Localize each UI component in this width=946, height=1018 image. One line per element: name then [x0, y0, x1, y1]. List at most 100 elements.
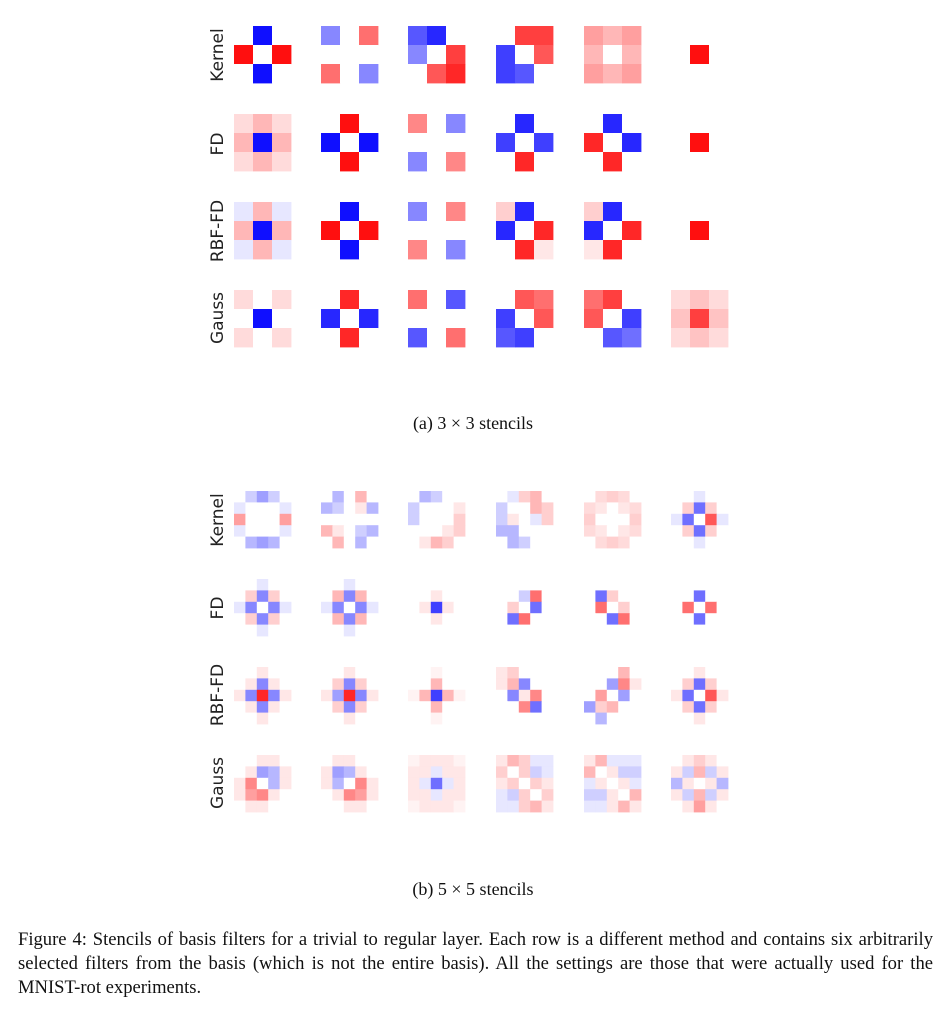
stencil-cell: [682, 601, 695, 614]
stencil-cell: [530, 491, 542, 503]
stencil-cell: [618, 766, 630, 779]
stencil-cell: [693, 667, 706, 679]
stencil-cell: [541, 502, 554, 515]
stencil-cell: [682, 777, 695, 790]
stencil-rbf-fd-2: [321, 202, 379, 260]
stencil-cell: [408, 800, 420, 813]
stencil-cell: [705, 766, 717, 779]
stencil-cell: [507, 667, 520, 679]
stencil-cell: [332, 613, 345, 625]
stencil-cell: [622, 152, 642, 172]
stencil-cell: [541, 601, 554, 614]
stencil-cell: [245, 777, 258, 790]
stencil-cell: [343, 590, 356, 603]
stencil-cell: [690, 309, 710, 329]
stencil-cell: [671, 624, 683, 637]
stencil-cell: [716, 777, 729, 790]
stencil-cell: [671, 613, 683, 625]
stencil-cell: [716, 536, 729, 549]
stencil-cell: [606, 590, 619, 603]
stencil-cell: [332, 513, 345, 526]
stencil-cell: [507, 689, 520, 702]
stencil-cell: [359, 221, 379, 241]
stencil-cell: [541, 525, 554, 537]
stencil-cell: [408, 701, 420, 713]
stencil-cell: [253, 309, 273, 329]
stencil-cell: [693, 590, 706, 603]
row-label-gauss-b: Gauss: [208, 757, 228, 809]
stencil-cell: [245, 601, 258, 614]
stencil-cell: [534, 328, 554, 348]
stencil-cell: [682, 513, 695, 526]
stencil-cell: [606, 689, 619, 702]
stencil-cell: [603, 45, 623, 65]
stencil-cell: [268, 502, 280, 515]
stencil-cell: [584, 766, 596, 779]
stencil-cell: [622, 64, 642, 84]
stencil-cell: [682, 755, 695, 767]
stencil-cell: [340, 152, 360, 172]
stencil-cell: [268, 755, 280, 767]
stencil-cell: [709, 202, 729, 222]
stencil-cell: [584, 290, 604, 310]
stencil-cell: [671, 755, 683, 767]
stencil-cell: [408, 766, 420, 779]
stencil-cell: [442, 491, 454, 503]
stencil-cell: [419, 491, 432, 503]
stencil-cell: [705, 502, 717, 515]
stencil-cell: [321, 202, 341, 222]
stencil-cell: [530, 777, 542, 790]
stencil-cell: [606, 766, 619, 779]
stencil-cell: [321, 328, 341, 348]
stencil-cell: [518, 513, 531, 526]
stencil-cell: [496, 525, 508, 537]
stencil-cell: [272, 114, 292, 134]
stencil-cell: [584, 133, 604, 153]
stencil-cell: [606, 667, 619, 679]
stencil-fd-4: [496, 579, 554, 637]
stencil-cell: [671, 45, 691, 65]
stencil-rbf-fd-4: [496, 202, 554, 260]
stencil-cell: [453, 601, 466, 614]
stencil-cell: [419, 601, 432, 614]
stencil-cell: [518, 613, 531, 625]
stencil-cell: [321, 777, 333, 790]
stencil-cell: [515, 202, 535, 222]
stencil-cell: [279, 624, 292, 637]
stencil-cell: [343, 502, 356, 515]
stencil-cell: [446, 114, 466, 134]
stencil-cell: [496, 536, 508, 549]
stencil-cell: [541, 800, 554, 813]
stencil-cell: [427, 290, 447, 310]
stencil-cell: [541, 624, 554, 637]
stencil-cell: [496, 601, 508, 614]
stencil-cell: [606, 678, 619, 691]
stencil-cell: [234, 536, 246, 549]
stencil-cell: [530, 789, 542, 801]
stencil-cell: [603, 290, 623, 310]
stencil-cell: [321, 64, 341, 84]
stencil-cell: [507, 755, 520, 767]
stencil-cell: [541, 491, 554, 503]
stencil-cell: [359, 309, 379, 329]
stencil-cell: [671, 689, 683, 702]
stencil-cell: [256, 590, 269, 603]
stencil-cell: [507, 701, 520, 713]
stencil-cell: [507, 536, 520, 549]
stencil-cell: [682, 766, 695, 779]
stencil-cell: [256, 766, 269, 779]
stencil-cell: [690, 45, 710, 65]
stencil-cell: [279, 766, 292, 779]
stencil-cell: [693, 712, 706, 725]
stencil-cell: [709, 64, 729, 84]
stencil-cell: [584, 755, 596, 767]
stencil-cell: [709, 309, 729, 329]
stencil-cell: [603, 133, 623, 153]
stencil-cell: [693, 689, 706, 702]
stencil-cell: [245, 525, 258, 537]
stencil-cell: [446, 64, 466, 84]
stencil-cell: [321, 755, 333, 767]
stencil-cell: [530, 766, 542, 779]
stencil-cell: [584, 525, 596, 537]
stencil-cell: [595, 624, 608, 637]
